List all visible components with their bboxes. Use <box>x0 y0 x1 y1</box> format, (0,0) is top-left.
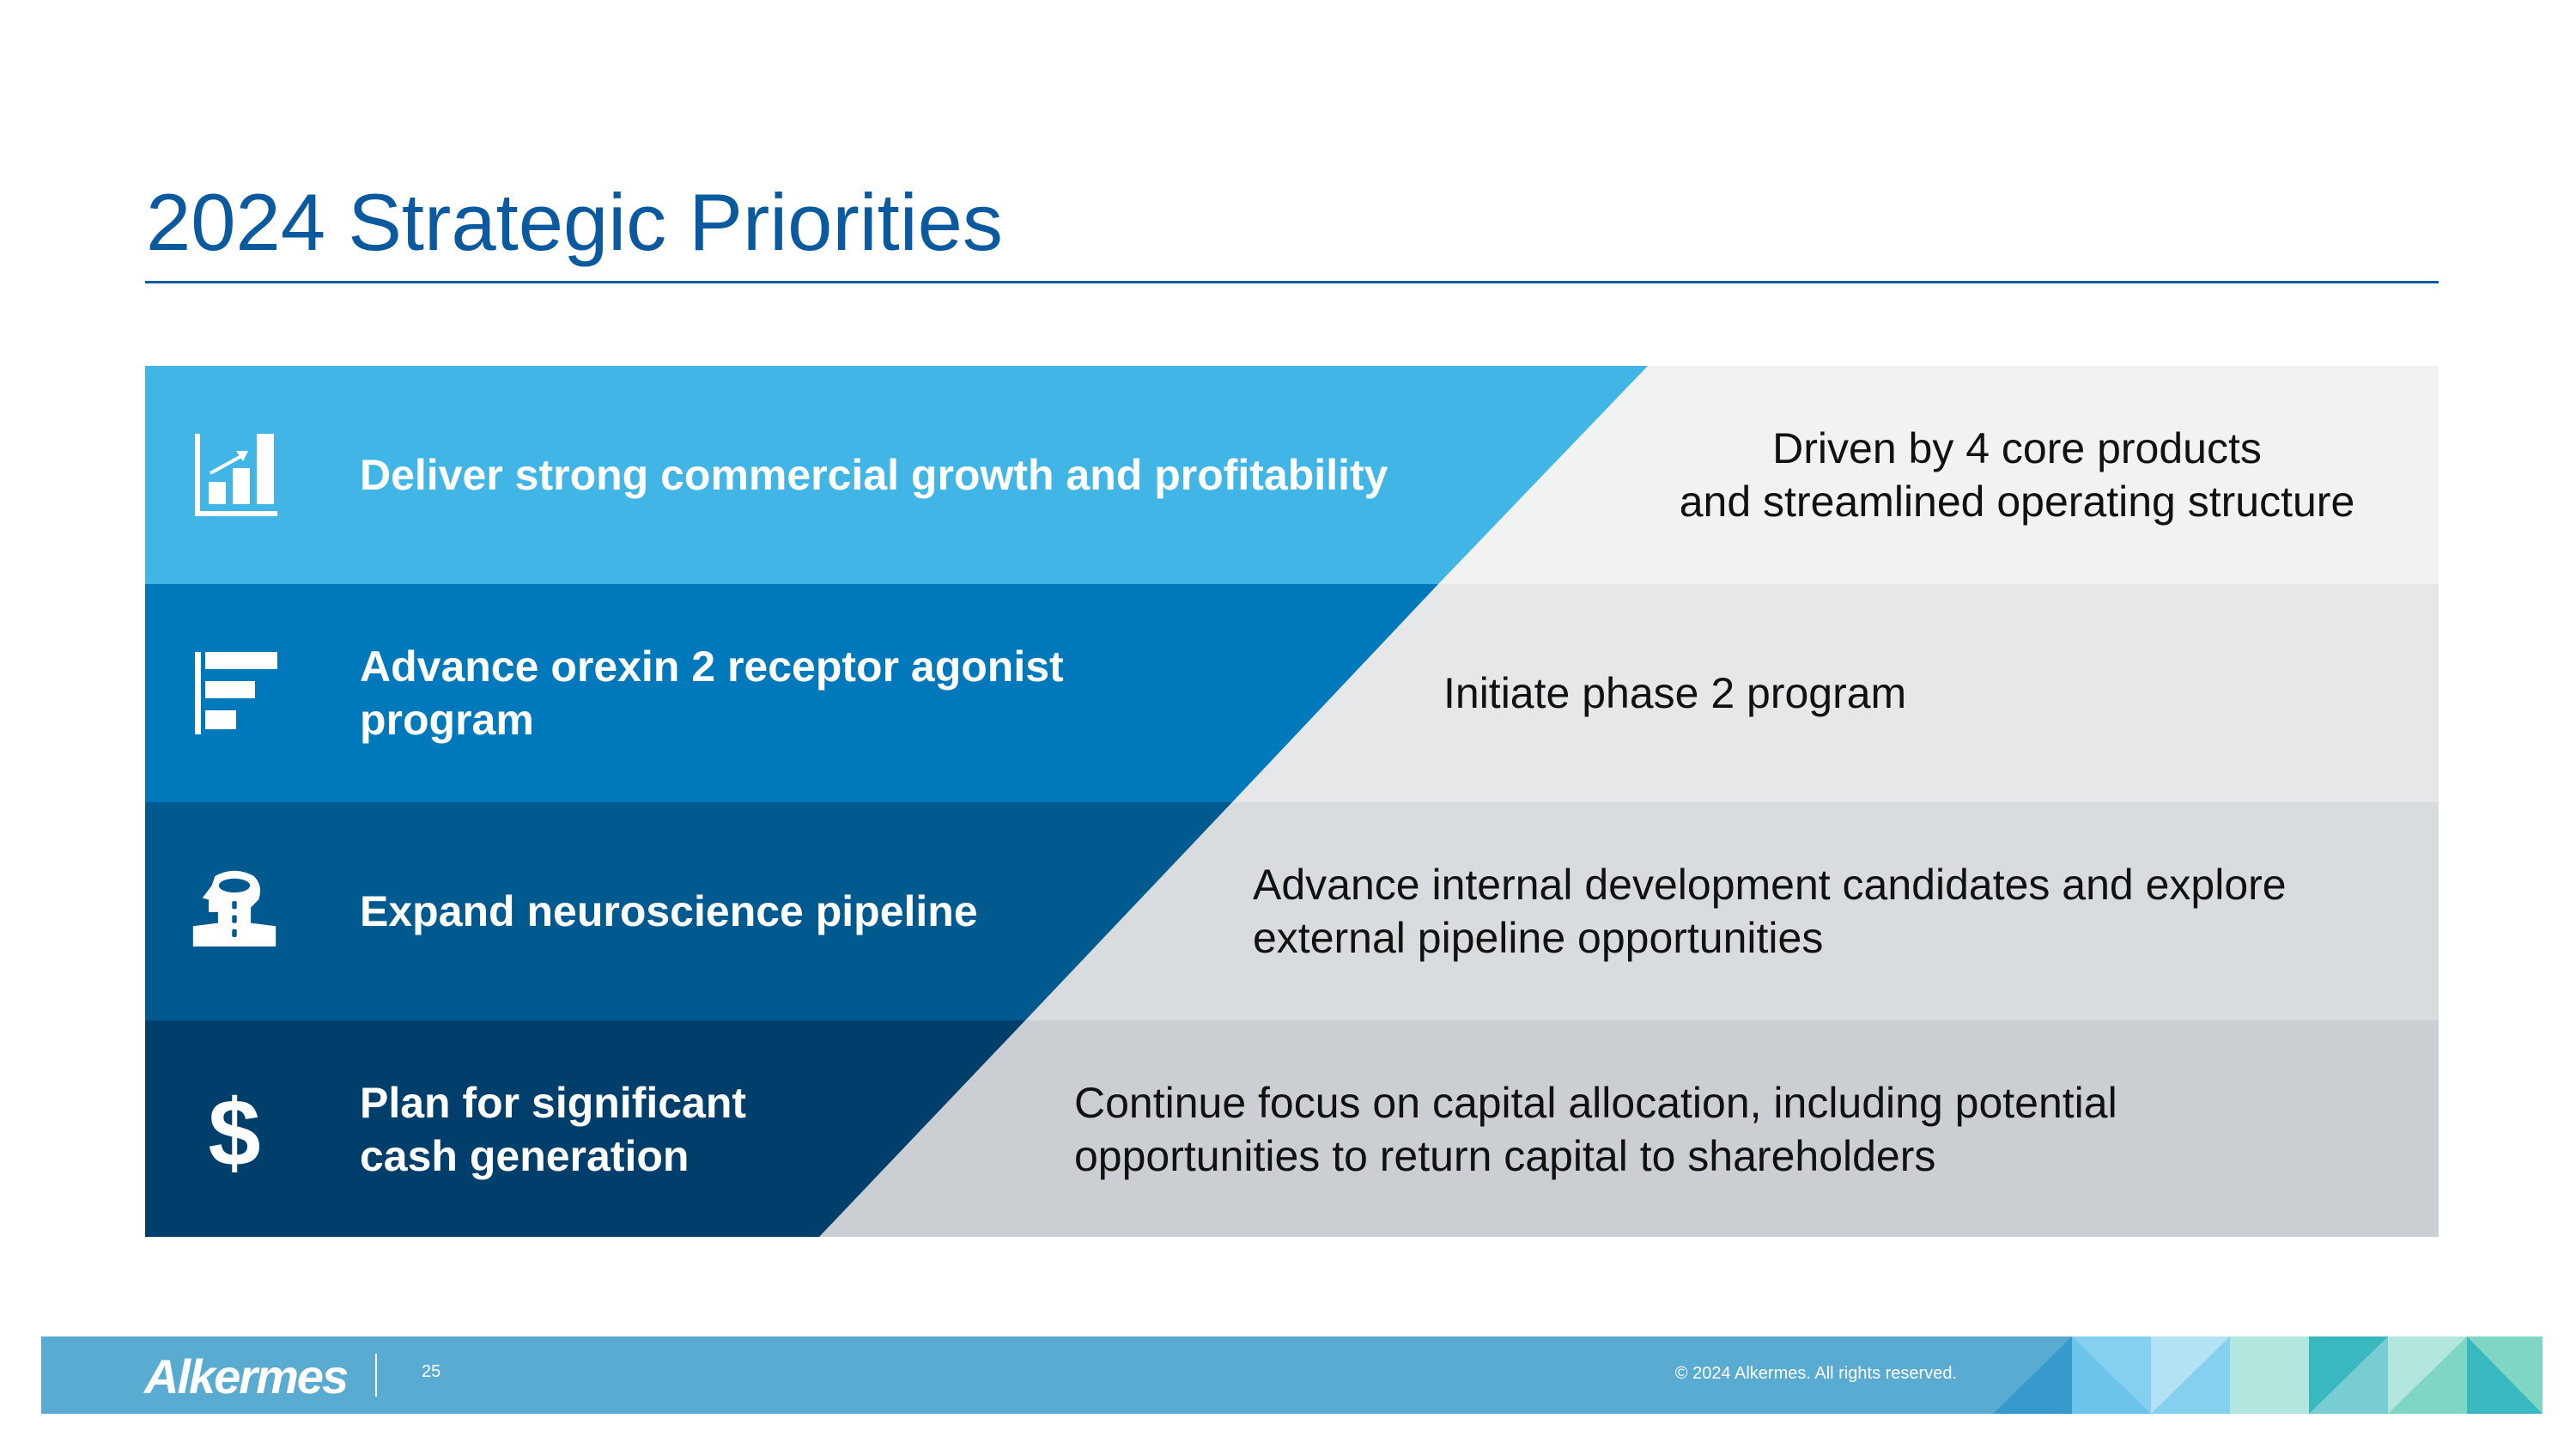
priority-label: Expand neuroscience pipeline <box>360 887 978 935</box>
priority-description: Driven by 4 core products and streamline… <box>1679 424 2355 526</box>
head-neuro-icon <box>192 870 276 947</box>
decorative-triangles <box>1993 1336 2543 1414</box>
priority-row: Advance orexin 2 receptor agonist progra… <box>145 584 2439 802</box>
dollar-icon: $ <box>208 1087 260 1172</box>
priority-row: $ Plan for significant cash generation C… <box>145 1020 2439 1237</box>
copyright: © 2024 Alkermes. All rights reserved. <box>1674 1364 1957 1383</box>
priority-row: Deliver strong commercial growth and pro… <box>145 366 2439 584</box>
svg-text:$: $ <box>208 1087 260 1172</box>
footer: Alkermes 25 © 2024 Alkermes. All rights … <box>41 1336 2543 1414</box>
priority-description: Initiate phase 2 program <box>1443 669 1907 717</box>
priority-label: Deliver strong commercial growth and pro… <box>360 451 1388 499</box>
priority-label: Plan for significant cash generation <box>360 1079 747 1180</box>
priority-label: Advance orexin 2 receptor agonist progra… <box>360 642 1064 744</box>
page-title: 2024 Strategic Priorities <box>146 177 1003 267</box>
alkermes-logo: Alkermes <box>144 1349 349 1403</box>
priority-description: Continue focus on capital allocation, in… <box>1074 1079 2117 1180</box>
priority-description: Advance internal development candidates … <box>1253 861 2287 962</box>
footer-divider <box>375 1354 377 1397</box>
page-number: 25 <box>422 1362 441 1381</box>
horizontal-bars-icon <box>195 652 277 734</box>
priority-row: Expand neuroscience pipeline Advance int… <box>145 802 2439 1020</box>
title-divider <box>145 281 2439 283</box>
growth-chart-icon <box>195 434 277 516</box>
